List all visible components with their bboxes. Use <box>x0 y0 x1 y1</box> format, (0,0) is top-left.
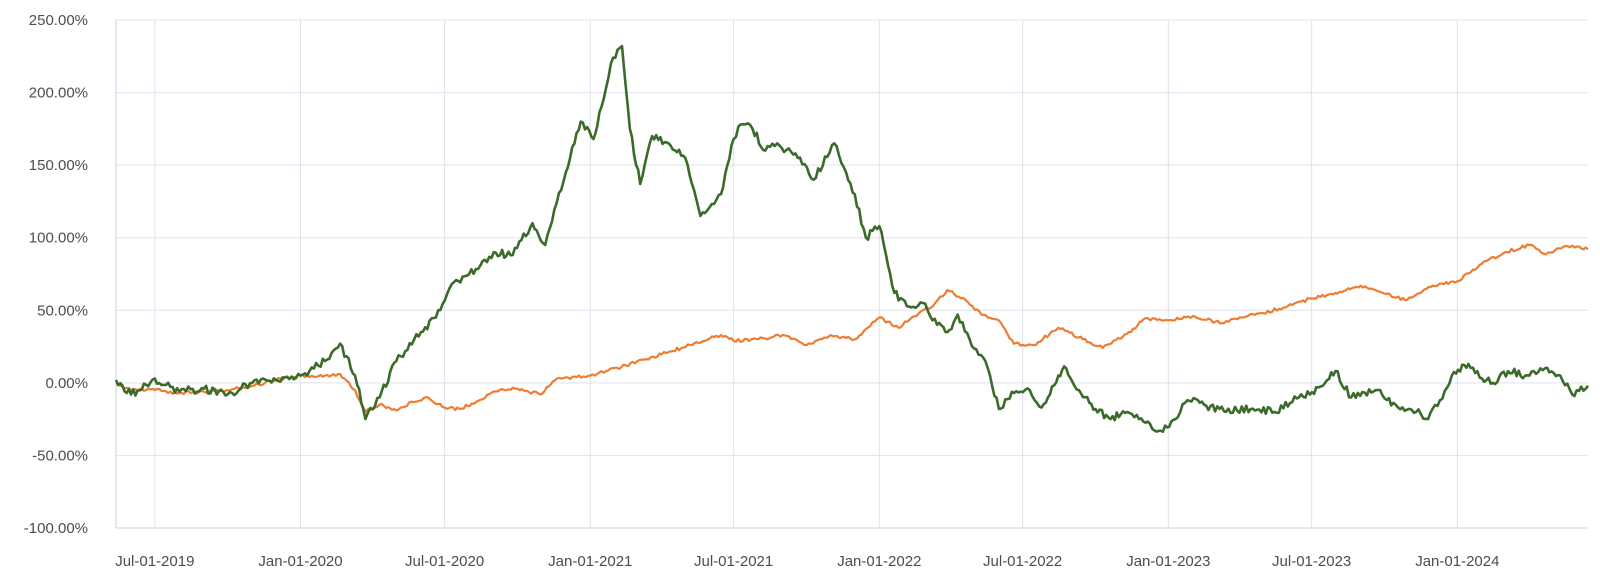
x-tick-label: Jan-01-2020 <box>258 553 342 570</box>
y-tick-label: 150.00% <box>29 157 88 174</box>
series-line <box>115 243 1589 413</box>
x-tick-label: Jul-01-2023 <box>1272 553 1351 570</box>
y-tick-label: 200.00% <box>29 85 88 102</box>
x-tick-label: Jan-01-2024 <box>1415 553 1499 570</box>
y-tick-label: -50.00% <box>32 447 88 464</box>
x-tick-label: Jul-01-2020 <box>405 553 484 570</box>
x-tick-label: Jan-01-2022 <box>837 553 921 570</box>
x-tick-label: Jul-01-2021 <box>694 553 773 570</box>
y-tick-label: 50.00% <box>37 302 88 319</box>
y-tick-label: 250.00% <box>29 12 88 29</box>
x-tick-label: Jul-01-2022 <box>983 553 1062 570</box>
y-tick-label: 100.00% <box>29 230 88 247</box>
x-tick-label: Jul-01-2019 <box>115 553 194 570</box>
series-line <box>114 44 1590 433</box>
x-tick-label: Jan-01-2023 <box>1126 553 1210 570</box>
y-tick-label: -100.00% <box>24 520 88 537</box>
y-tick-label: 0.00% <box>45 375 88 392</box>
x-tick-label: Jan-01-2021 <box>548 553 632 570</box>
